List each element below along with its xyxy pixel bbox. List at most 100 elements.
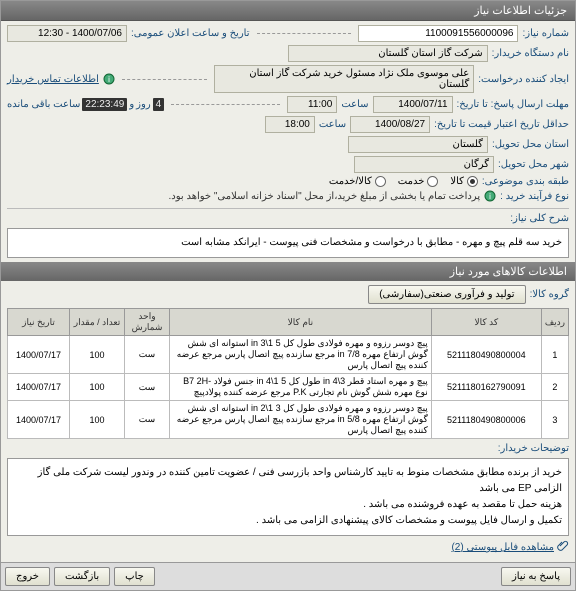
category-label: طبقه بندی موضوعی: <box>482 176 569 187</box>
table-header-cell: کد کالا <box>431 309 541 336</box>
paperclip-icon <box>557 540 569 555</box>
city-label: شهر محل تحویل: <box>498 159 569 170</box>
desc-label: شرح کلی نیاز: <box>510 213 569 224</box>
row-need-no: شماره نیاز: 1100091556000096 تاریخ و ساع… <box>7 25 569 42</box>
radio-dot-icon <box>467 176 478 187</box>
row-validity: حداقل تاریخ اعتبار قیمت تا تاریخ: 1400/0… <box>7 116 569 133</box>
announce-label: تاریخ و ساعت اعلان عمومی: <box>131 28 250 39</box>
desc-box: خرید سه قلم پیچ و مهره - مطابق با درخواس… <box>7 228 569 258</box>
row-deadline: مهلت ارسال پاسخ: تا تاریخ: 1400/07/11 سا… <box>7 96 569 113</box>
countdown: 4 روز و 22:23:49 ساعت باقی مانده <box>7 98 164 111</box>
province-label: استان محل تحویل: <box>492 139 569 150</box>
table-cell: پیچ دوسر رزوه و مهره فولادی طول کل 3 1\2… <box>170 401 432 439</box>
remain-days: 4 <box>153 98 165 111</box>
notes-box: خرید از برنده مطابق مشخصات منوط به تایید… <box>7 458 569 536</box>
table-header-cell: ردیف <box>541 309 568 336</box>
buyer-field: شرکت گاز استان گلستان <box>288 45 488 62</box>
process-label: نوع فرآیند خرید : <box>500 191 569 202</box>
attachment-link[interactable]: مشاهده فایل پیوستی (2) <box>451 540 569 555</box>
table-cell: 100 <box>70 336 125 374</box>
table-cell: پیچ دوسر رزوه و مهره فولادی طول کل 5 1\3… <box>170 336 432 374</box>
row-attach: مشاهده فایل پیوستی (2) <box>7 540 569 555</box>
radio-both[interactable]: کالا/خدمت <box>329 176 386 187</box>
radio-goods-label: کالا <box>450 176 464 187</box>
table-cell: 100 <box>70 374 125 401</box>
need-no-label: شماره نیاز: <box>522 28 569 39</box>
row-buyer: نام دستگاه خریدار: شرکت گاز استان گلستان <box>7 45 569 62</box>
table-cell: ست <box>125 401 170 439</box>
table-cell: 1400/07/17 <box>8 336 70 374</box>
need-no-field: 1100091556000096 <box>358 25 518 42</box>
process-note: پرداخت تمام یا بخشی از مبلغ خرید،از محل … <box>169 191 481 202</box>
divider <box>257 33 352 34</box>
row-desc: شرح کلی نیاز: <box>7 213 569 224</box>
validity-label: حداقل تاریخ اعتبار قیمت تا تاریخ: <box>434 119 569 130</box>
table-header-cell: تعداد / مقدار <box>70 309 125 336</box>
category-radio-group: کالا خدمت کالا/خدمت <box>329 176 478 187</box>
table-cell: 1400/07/17 <box>8 401 70 439</box>
row-category: طبقه بندی موضوعی: کالا خدمت کالا/خدمت <box>7 176 569 187</box>
main-panel: جزئیات اطلاعات نیاز شماره نیاز: 11000915… <box>0 0 576 591</box>
table-cell: 3 <box>541 401 568 439</box>
row-province: استان محل تحویل: گلستان <box>7 136 569 153</box>
exit-button[interactable]: خروج <box>5 567 50 586</box>
province-field: گلستان <box>348 136 488 153</box>
announce-field: 1400/07/06 - 12:30 <box>7 25 127 42</box>
row-city: شهر محل تحویل: گرگان <box>7 156 569 173</box>
items-section-header: اطلاعات کالاهای مورد نیاز <box>1 262 575 281</box>
row-notes-label: توضیحات خریدار: <box>7 443 569 454</box>
buyer-label: نام دستگاه خریدار: <box>492 48 569 59</box>
deadline-time: 11:00 <box>287 96 337 113</box>
table-row[interactable]: 15211180490800004پیچ دوسر رزوه و مهره فو… <box>8 336 569 374</box>
panel-content: شماره نیاز: 1100091556000096 تاریخ و ساع… <box>1 21 575 562</box>
info-icon[interactable]: i <box>484 190 496 202</box>
contact-link[interactable]: اطلاعات تماس خریدار <box>7 74 99 85</box>
attachment-label: مشاهده فایل پیوستی (2) <box>451 542 554 553</box>
svg-text:i: i <box>489 192 491 201</box>
table-cell: 2 <box>541 374 568 401</box>
and-label: و <box>129 99 134 110</box>
table-header-cell: نام کالا <box>170 309 432 336</box>
remain-time: 22:23:49 <box>82 98 127 111</box>
table-header-cell: واحد شمارش <box>125 309 170 336</box>
table-cell: 1400/07/17 <box>8 374 70 401</box>
city-field: گرگان <box>354 156 494 173</box>
requester-field: علی موسوی ملک نژاد مسئول خرید شرکت گاز ا… <box>214 65 474 93</box>
print-button[interactable]: چاپ <box>114 567 155 586</box>
row-process: نوع فرآیند خرید : i پرداخت تمام یا بخشی … <box>7 190 569 202</box>
table-cell: ست <box>125 374 170 401</box>
radio-both-label: کالا/خدمت <box>329 176 372 187</box>
table-cell: پیچ و مهره استاد قطر 3\4 in طول کل 5 1\4… <box>170 374 432 401</box>
row-group: گروه کالا: تولید و فرآوری صنعتی(سفارشی) <box>7 285 569 304</box>
radio-service[interactable]: خدمت <box>398 176 439 187</box>
items-table: ردیفکد کالانام کالاواحد شمارشتعداد / مقد… <box>7 308 569 439</box>
radio-service-label: خدمت <box>398 176 425 187</box>
radio-goods[interactable]: کالا <box>450 176 478 187</box>
button-bar: پاسخ به نیاز چاپ بازگشت خروج <box>1 562 575 590</box>
panel-title: جزئیات اطلاعات نیاز <box>1 1 575 21</box>
deadline-date: 1400/07/11 <box>373 96 453 113</box>
group-button[interactable]: تولید و فرآوری صنعتی(سفارشی) <box>368 285 525 304</box>
table-header-row: ردیفکد کالانام کالاواحد شمارشتعداد / مقد… <box>8 309 569 336</box>
time-label-2: ساعت <box>319 119 346 130</box>
respond-button[interactable]: پاسخ به نیاز <box>501 567 571 586</box>
radio-dot-icon <box>375 176 386 187</box>
validity-time: 18:00 <box>265 116 315 133</box>
table-cell: 5211180162790091 <box>431 374 541 401</box>
day-label: روز <box>136 99 151 110</box>
radio-dot-icon <box>427 176 438 187</box>
divider <box>122 79 207 80</box>
time-label: ساعت <box>341 99 368 110</box>
contact-info-icon[interactable]: i <box>103 73 115 85</box>
table-row[interactable]: 35211180490800006پیچ دوسر رزوه و مهره فو… <box>8 401 569 439</box>
notes-label: توضیحات خریدار: <box>498 443 569 454</box>
back-button[interactable]: بازگشت <box>54 567 110 586</box>
table-cell: 5211180490800006 <box>431 401 541 439</box>
table-cell: ست <box>125 336 170 374</box>
table-body: 15211180490800004پیچ دوسر رزوه و مهره فو… <box>8 336 569 439</box>
remain-label: ساعت باقی مانده <box>7 99 80 110</box>
table-cell: 1 <box>541 336 568 374</box>
deadline-label: مهلت ارسال پاسخ: تا تاریخ: <box>457 99 569 110</box>
table-row[interactable]: 25211180162790091پیچ و مهره استاد قطر 3\… <box>8 374 569 401</box>
table-cell: 5211180490800004 <box>431 336 541 374</box>
